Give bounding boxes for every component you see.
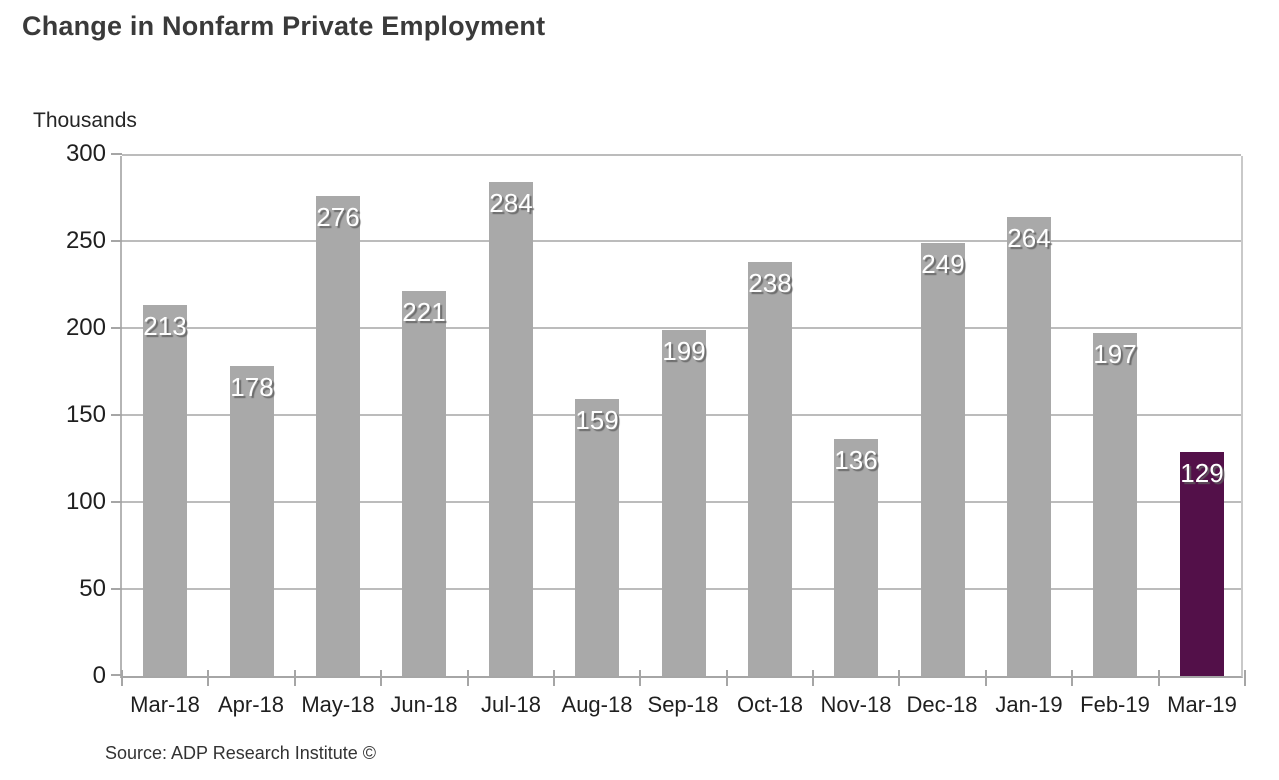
gridline-250 [122,240,1241,242]
bar-jun-18: 221 [402,291,446,676]
y-axis-tick-0 [111,674,122,676]
chart-title: Change in Nonfarm Private Employment [22,11,546,41]
x-axis-tick-11 [1071,670,1073,686]
bar-value-label-nov-18: 136 [834,445,878,475]
bar-value-label-mar-18: 213 [143,311,187,341]
y-axis-unit-label: Thousands [33,109,137,132]
x-axis-label-oct-18: Oct-18 [736,692,804,717]
bar-sep-18: 199 [662,330,706,676]
x-axis-label-dec-18: Dec-18 [906,692,978,717]
x-axis-label-feb-19: Feb-19 [1080,692,1150,717]
x-axis-label-jun-18: Jun-18 [390,692,458,717]
plot-area: 0 50 100 150 200 250 300 213 Mar-18 178 Apr-18 276 M… [66,141,1246,717]
bar-dec-18: 249 [921,243,965,676]
x-axis-tick-3 [380,670,382,686]
bar-aug-18: 159 [575,399,619,676]
source-note: Source: ADP Research Institute © [105,743,377,763]
x-axis-tick-7 [726,670,728,686]
bar-value-label-aug-18: 159 [575,405,619,435]
bar-mar-18: 213 [143,305,187,676]
x-axis-label-mar-19: Mar-19 [1167,692,1237,717]
y-axis-tick-200 [111,327,122,329]
y-axis-tick-label-0: 0 [92,662,106,689]
bar-feb-19: 197 [1093,333,1137,676]
x-axis-tick-2 [294,670,296,686]
bar-mar-19: 129 [1180,452,1224,676]
bar-value-label-mar-19: 129 [1180,458,1224,488]
bar-may-18: 276 [316,196,360,676]
y-axis-tick-label-200: 200 [65,314,106,341]
x-axis-tick-0 [121,670,123,686]
bar-value-label-oct-18: 238 [748,268,792,298]
bar-jul-18: 284 [489,182,533,676]
x-axis-tick-4 [467,670,469,686]
gridline-200 [122,327,1241,329]
y-axis-tick-label-150: 150 [65,401,106,428]
bar-value-label-sep-18: 199 [662,336,706,366]
x-axis-label-jan-19: Jan-19 [995,692,1063,717]
x-axis-tick-8 [812,670,814,686]
x-axis-label-apr-18: Apr-18 [217,692,285,717]
x-axis-tick-9 [898,670,900,686]
x-axis-tick-1 [207,670,209,686]
x-axis-tick-13 [1244,670,1246,686]
y-axis-tick-label-50: 50 [79,575,106,602]
y-axis-tick-50 [111,588,122,590]
y-axis-tick-label-100: 100 [65,488,106,515]
x-axis-label-aug-18: Aug-18 [561,692,633,717]
bar-value-label-jun-18: 221 [402,297,446,327]
gridline-300 [122,154,1241,156]
x-axis-tick-10 [985,670,987,686]
bar-jan-19: 264 [1007,217,1051,676]
bar-value-label-may-18: 276 [316,202,360,232]
y-axis-tick-label-250: 250 [65,227,106,254]
bar-apr-18: 178 [230,366,274,676]
bar-value-label-apr-18: 178 [230,372,274,402]
bar-oct-18: 238 [748,262,792,676]
x-axis-label-sep-18: Sep-18 [647,692,719,717]
bar-nov-18: 136 [834,439,878,676]
x-axis-tick-12 [1158,670,1160,686]
x-axis-label-may-18: May-18 [301,692,375,717]
x-axis-label-mar-18: Mar-18 [130,692,200,717]
bar-value-label-dec-18: 249 [921,249,965,279]
x-axis-tick-6 [639,670,641,686]
x-axis-label-nov-18: Nov-18 [820,692,892,717]
y-axis-tick-250 [111,240,122,242]
x-axis-tick-5 [553,670,555,686]
y-axis-tick-100 [111,501,122,503]
y-axis-tick-300 [111,153,122,155]
y-axis-tick-label-300: 300 [65,140,106,167]
bar-value-label-jan-19: 264 [1007,223,1051,253]
bar-value-label-jul-18: 284 [489,188,533,218]
bar-value-label-feb-19: 197 [1093,339,1137,369]
y-axis-tick-150 [111,414,122,416]
x-axis-label-jul-18: Jul-18 [481,692,541,717]
